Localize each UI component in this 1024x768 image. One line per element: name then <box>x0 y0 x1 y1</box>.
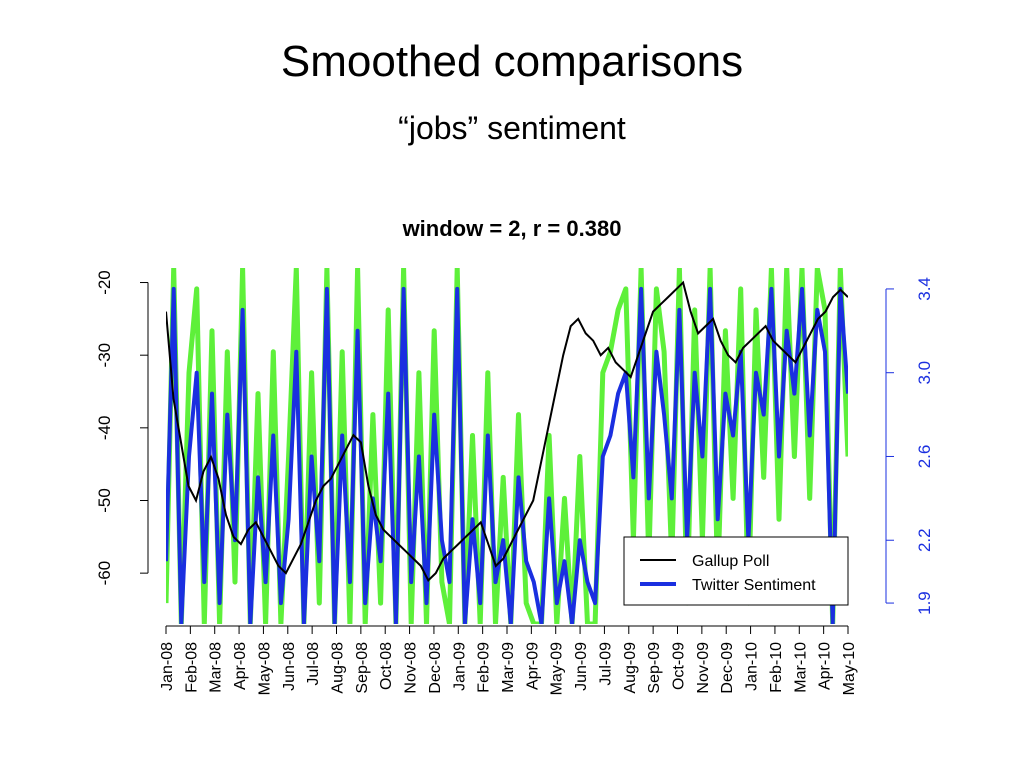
x-axis-tick-label: Jul-08 <box>305 642 322 686</box>
x-axis-tick-label: Aug-08 <box>330 642 347 694</box>
series-twitter-sentiment <box>166 286 848 624</box>
x-axis-tick-label: Feb-10 <box>768 642 785 693</box>
x-axis-tick-label: Apr-10 <box>817 642 834 690</box>
slide-subtitle: “jobs” sentiment <box>398 110 626 146</box>
x-axis-tick-label: Feb-09 <box>476 642 493 693</box>
series-gallup-poll <box>166 280 848 583</box>
x-axis-tick-label: Dec-09 <box>719 642 736 694</box>
chart-title: window = 2, r = 0.380 <box>402 216 622 241</box>
slide-title: Smoothed comparisons <box>280 37 744 86</box>
x-axis-tick-label: Sep-09 <box>646 642 663 694</box>
x-axis-tick-label: Jul-09 <box>597 642 614 686</box>
left-axis-tick-label: -40 <box>95 416 114 441</box>
x-axis-tick-label: Dec-08 <box>427 642 444 694</box>
x-axis-tick-label: Apr-08 <box>232 642 249 690</box>
x-axis-tick-label: Apr-09 <box>524 642 541 690</box>
x-axis-tick-label: Jan-08 <box>159 642 176 691</box>
x-axis-tick-label: May-09 <box>549 642 566 695</box>
legend-label: Twitter Sentiment <box>692 577 816 594</box>
x-axis-tick-label: Nov-09 <box>695 642 712 694</box>
x-axis-tick-label: Oct-09 <box>671 642 688 690</box>
x-axis-tick-label: May-10 <box>841 642 858 695</box>
x-axis-tick-label: Mar-08 <box>208 642 225 693</box>
left-axis-tick-label: -50 <box>95 488 114 513</box>
right-axis-tick-label: 3.4 <box>915 277 934 301</box>
right-axis-tick-label: 2.6 <box>915 445 934 469</box>
left-axis-tick-label: -30 <box>95 343 114 368</box>
x-axis-tick-label: Jan-09 <box>451 642 468 691</box>
right-axis-tick-label: 3.0 <box>915 361 934 385</box>
legend-label: Gallup Poll <box>692 553 769 570</box>
right-axis-tick-label: 1.9 <box>915 591 934 615</box>
x-axis-tick-label: Mar-10 <box>792 642 809 693</box>
x-axis-tick-label: Feb-08 <box>183 642 200 693</box>
right-axis-tick-label: 2.2 <box>915 528 934 552</box>
x-axis-tick-label: Jun-08 <box>281 642 298 691</box>
x-axis-tick-label: Jun-09 <box>573 642 590 691</box>
x-axis-tick-label: Oct-08 <box>378 642 395 690</box>
x-axis-tick-label: Nov-08 <box>403 642 420 694</box>
x-axis-tick-label: Aug-09 <box>622 642 639 694</box>
x-axis-tick-label: Mar-09 <box>500 642 517 693</box>
x-axis-tick-label: May-08 <box>256 642 273 695</box>
x-axis-tick-label: Sep-08 <box>354 642 371 694</box>
x-axis-tick-label: Jan-10 <box>744 642 761 691</box>
legend-box <box>623 536 849 606</box>
left-axis-tick-label: -60 <box>95 561 114 586</box>
left-axis-tick-label: -20 <box>95 270 114 295</box>
